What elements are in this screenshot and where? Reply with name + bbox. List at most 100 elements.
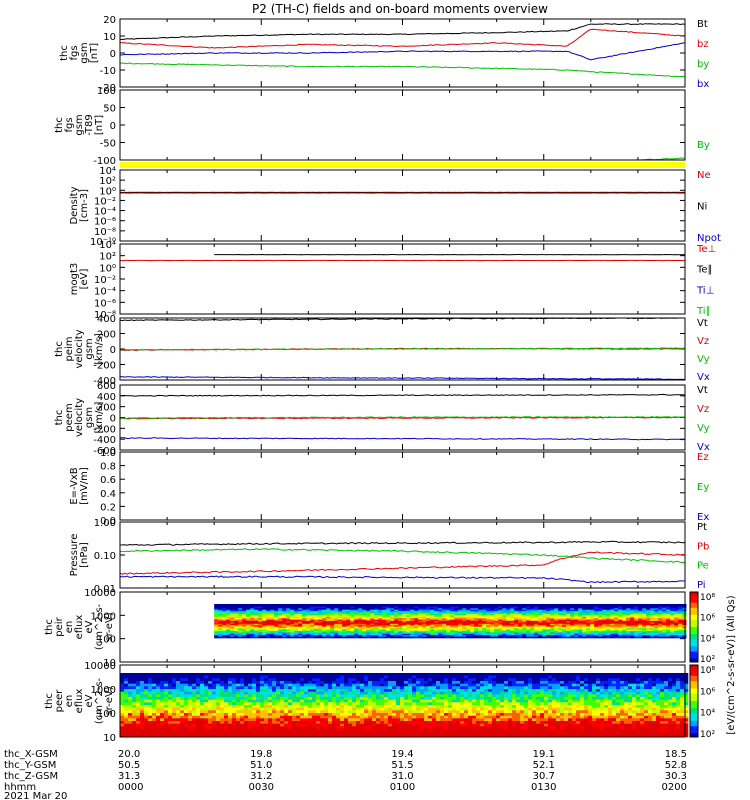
legend-label: Vy	[697, 423, 710, 434]
heatmap-cell	[236, 710, 241, 714]
heatmap-cell	[590, 625, 595, 628]
heatmap-cell	[212, 694, 217, 698]
heatmap-cell	[240, 691, 245, 695]
heatmap-cell	[252, 734, 257, 738]
heatmap-cell	[482, 636, 487, 639]
heatmap-cell	[570, 633, 575, 636]
heatmap-cell	[308, 721, 313, 724]
heatmap-cell	[618, 621, 623, 623]
ytick-label: 100	[97, 635, 116, 646]
heatmap-cell	[380, 710, 385, 714]
heatmap-cell	[160, 702, 165, 706]
heatmap-cell	[666, 612, 671, 615]
heatmap-cell	[252, 713, 257, 716]
heatmap-cell	[136, 689, 141, 692]
heatmap-cell	[304, 713, 309, 716]
heatmap-cell	[192, 726, 197, 730]
heatmap-cell	[336, 675, 341, 679]
heatmap-cell	[200, 729, 205, 732]
heatmap-cell	[562, 625, 567, 628]
heatmap-cell	[594, 635, 599, 637]
heatmap-cell	[298, 619, 303, 622]
heatmap-cell	[312, 681, 317, 684]
heatmap-cell	[356, 689, 361, 692]
heatmap-cell	[482, 605, 487, 608]
heatmap-cell	[344, 723, 349, 727]
heatmap-cell	[394, 630, 399, 633]
heatmap-cell	[128, 681, 133, 684]
heatmap-cell	[506, 616, 511, 619]
heatmap-cell	[566, 621, 571, 623]
heatmap-cell	[406, 629, 411, 632]
heatmap-cell	[204, 715, 209, 719]
heatmap-cell	[332, 681, 337, 684]
heatmap-cell	[180, 694, 185, 698]
heatmap-cell	[418, 608, 423, 611]
heatmap-cell	[276, 729, 281, 732]
heatmap-cell	[254, 636, 259, 639]
heatmap-cell	[594, 612, 599, 615]
heatmap-cell	[370, 619, 375, 622]
heatmap-cell	[610, 632, 615, 635]
heatmap-cell	[244, 694, 249, 698]
heatmap-cell	[638, 613, 643, 616]
heatmap-cell	[244, 723, 249, 727]
heatmap-cell	[574, 605, 579, 608]
heatmap-cell	[570, 618, 575, 620]
heatmap-cell	[434, 616, 439, 619]
heatmap-cell	[338, 623, 343, 626]
heatmap-cell	[318, 635, 323, 637]
heatmap-cell	[470, 604, 475, 606]
heatmap-cell	[234, 608, 239, 611]
heatmap-cell	[296, 699, 301, 703]
heatmap-cell	[380, 694, 385, 698]
heatmap-cell	[378, 622, 383, 625]
heatmap-cell	[566, 632, 571, 635]
heatmap-cell	[348, 673, 353, 676]
heatmap-cell	[216, 678, 221, 682]
heatmap-cell	[470, 612, 475, 615]
ytick-label: 0.10	[94, 551, 116, 562]
heatmap-cell	[426, 622, 431, 625]
heatmap-cell	[582, 633, 587, 636]
heatmap-cell	[252, 694, 257, 698]
heatmap-cell	[226, 623, 231, 626]
heatmap-cell	[212, 721, 217, 724]
heatmap-cell	[220, 718, 225, 722]
ylabel-line: (cm^2-s-	[94, 677, 105, 724]
series-line-bz	[119, 28, 686, 49]
heatmap-cell	[244, 681, 249, 684]
heatmap-cell	[402, 621, 407, 623]
heatmap-cell	[168, 723, 173, 727]
heatmap-cell	[254, 612, 259, 615]
heatmap-cell	[196, 697, 201, 700]
heatmap-cell	[244, 686, 249, 690]
heatmap-cell	[272, 702, 277, 706]
heatmap-cell	[550, 626, 555, 629]
heatmap-cell	[260, 694, 265, 698]
ylabel-line: en	[64, 695, 75, 708]
heatmap-cell	[168, 713, 173, 716]
heatmap-cell	[286, 613, 291, 616]
heatmap-cell	[250, 623, 255, 626]
heatmap-cell	[288, 723, 293, 727]
heatmap-cell	[368, 686, 373, 690]
heatmap-cell	[330, 615, 335, 618]
heatmap-cell	[554, 628, 559, 630]
heatmap-cell	[526, 606, 531, 609]
heatmap-cell	[262, 615, 267, 618]
heatmap-cell	[374, 621, 379, 623]
heatmap-cell	[292, 691, 297, 695]
heatmap-cell	[280, 705, 285, 708]
heatmap-cell	[602, 609, 607, 612]
heatmap-cell	[372, 673, 377, 676]
heatmap-cell	[208, 726, 213, 730]
legend-label: Te∥	[696, 265, 713, 276]
heatmap-cell	[558, 609, 563, 612]
heatmap-cell	[264, 689, 269, 692]
heatmap-cell	[526, 613, 531, 616]
heatmap-cell	[238, 626, 243, 629]
heatmap-cell	[376, 731, 381, 735]
heatmap-cell	[354, 613, 359, 616]
heatmap-cell	[362, 625, 367, 628]
